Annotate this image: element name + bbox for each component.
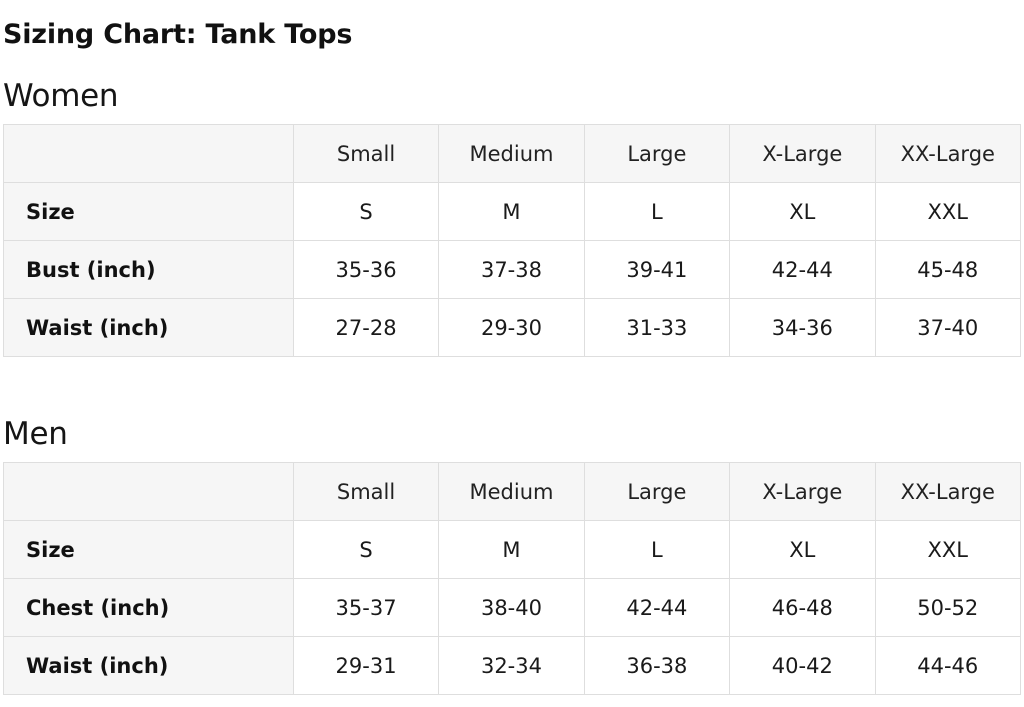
section-women: Women Small Medium Large X-Large XX-Larg… (0, 76, 1024, 357)
column-header-xx-large: XX-Large (874, 462, 1022, 521)
row-label-waist: Waist (inch) (3, 298, 294, 357)
cell-waist-medium: 29-30 (438, 298, 585, 357)
table-row: Waist (inch) 27-28 29-30 31-33 34-36 37-… (3, 298, 1022, 357)
cell-size-medium: M (438, 520, 585, 579)
cell-bust-medium: 37-38 (438, 240, 585, 299)
cell-waist-xx-large: 44-46 (874, 636, 1022, 695)
column-header-x-large: X-Large (729, 462, 876, 521)
cell-bust-small: 35-36 (292, 240, 440, 299)
column-header-x-large: X-Large (729, 124, 876, 183)
table-body-women: Size S M L XL XXL Bust (inch) 35-36 37-3… (3, 182, 1022, 357)
column-header-medium: Medium (438, 124, 585, 183)
cell-bust-large: 39-41 (583, 240, 731, 299)
cell-chest-xx-large: 50-52 (874, 578, 1022, 637)
sizing-table-women: Small Medium Large X-Large XX-Large Size… (3, 124, 1022, 357)
table-corner-cell (3, 124, 294, 183)
row-label-chest: Chest (inch) (3, 578, 294, 637)
row-label-waist: Waist (inch) (3, 636, 294, 695)
table-body-men: Size S M L XL XXL Chest (inch) 35-37 38-… (3, 520, 1022, 695)
cell-bust-xx-large: 45-48 (874, 240, 1022, 299)
table-row: Chest (inch) 35-37 38-40 42-44 46-48 50-… (3, 578, 1022, 637)
sizing-table-men: Small Medium Large X-Large XX-Large Size… (3, 462, 1022, 695)
column-header-small: Small (292, 124, 440, 183)
table-row: Size S M L XL XXL (3, 182, 1022, 241)
cell-size-small: S (292, 520, 440, 579)
cell-waist-xx-large: 37-40 (874, 298, 1022, 357)
table-row: Size S M L XL XXL (3, 520, 1022, 579)
section-men: Men Small Medium Large X-Large XX-Large … (0, 414, 1024, 695)
cell-chest-x-large: 46-48 (729, 578, 876, 637)
cell-waist-medium: 32-34 (438, 636, 585, 695)
cell-waist-x-large: 40-42 (729, 636, 876, 695)
section-heading-women: Women (3, 78, 119, 114)
table-header-women: Small Medium Large X-Large XX-Large (3, 124, 1022, 183)
table-row: Bust (inch) 35-36 37-38 39-41 42-44 45-4… (3, 240, 1022, 299)
cell-waist-small: 27-28 (292, 298, 440, 357)
table-header-row: Small Medium Large X-Large XX-Large (3, 124, 1022, 183)
cell-waist-large: 36-38 (583, 636, 731, 695)
column-header-large: Large (583, 124, 731, 183)
cell-waist-large: 31-33 (583, 298, 731, 357)
row-label-bust: Bust (inch) (3, 240, 294, 299)
cell-waist-small: 29-31 (292, 636, 440, 695)
page-title: Sizing Chart: Tank Tops (3, 19, 353, 51)
column-header-xx-large: XX-Large (874, 124, 1022, 183)
column-header-large: Large (583, 462, 731, 521)
cell-chest-medium: 38-40 (438, 578, 585, 637)
cell-waist-x-large: 34-36 (729, 298, 876, 357)
table-corner-cell (3, 462, 294, 521)
cell-chest-large: 42-44 (583, 578, 731, 637)
cell-size-large: L (583, 182, 731, 241)
column-header-small: Small (292, 462, 440, 521)
column-header-medium: Medium (438, 462, 585, 521)
cell-chest-small: 35-37 (292, 578, 440, 637)
section-heading-men: Men (3, 416, 68, 452)
table-row: Waist (inch) 29-31 32-34 36-38 40-42 44-… (3, 636, 1022, 695)
row-label-size: Size (3, 182, 294, 241)
cell-size-x-large: XL (729, 182, 876, 241)
row-label-size: Size (3, 520, 294, 579)
cell-size-x-large: XL (729, 520, 876, 579)
cell-size-xx-large: XXL (874, 182, 1022, 241)
table-header-men: Small Medium Large X-Large XX-Large (3, 462, 1022, 521)
cell-size-large: L (583, 520, 731, 579)
table-header-row: Small Medium Large X-Large XX-Large (3, 462, 1022, 521)
cell-size-small: S (292, 182, 440, 241)
cell-size-medium: M (438, 182, 585, 241)
cell-size-xx-large: XXL (874, 520, 1022, 579)
cell-bust-x-large: 42-44 (729, 240, 876, 299)
